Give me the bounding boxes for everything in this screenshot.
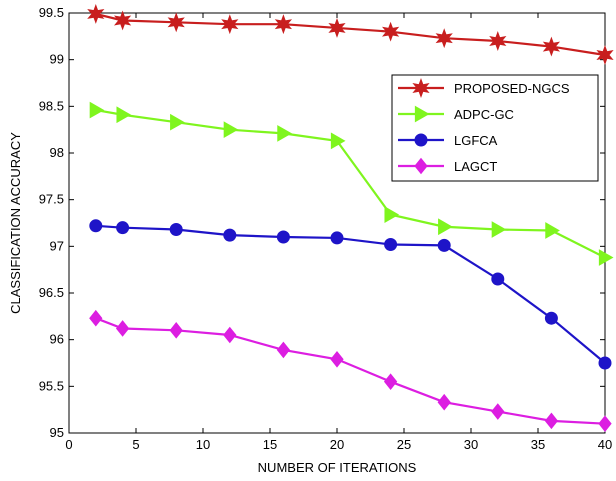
y-axis-label: CLASSIFICATION ACCURACY xyxy=(8,132,23,314)
y-tick-label: 98.5 xyxy=(39,98,64,113)
y-tick-label: 96.5 xyxy=(39,285,64,300)
legend-label: LAGCT xyxy=(454,159,497,174)
data-point-marker xyxy=(435,28,453,49)
legend-marker xyxy=(414,133,428,147)
series-group xyxy=(89,309,612,432)
data-point-marker xyxy=(170,113,185,131)
x-tick-label: 35 xyxy=(531,437,545,452)
data-point-marker xyxy=(491,403,505,420)
series-group xyxy=(89,219,612,370)
data-point-marker xyxy=(544,412,559,430)
data-point-marker xyxy=(116,106,132,124)
data-point-marker xyxy=(167,12,185,33)
data-point-marker xyxy=(330,350,344,368)
data-point-marker xyxy=(87,3,105,24)
legend-label: LGFCA xyxy=(454,133,498,148)
data-point-marker xyxy=(276,230,290,244)
data-point-marker xyxy=(169,223,183,237)
data-point-marker xyxy=(437,238,451,252)
data-point-marker xyxy=(223,326,237,344)
data-point-marker xyxy=(544,311,558,325)
x-tick-label: 10 xyxy=(196,437,210,452)
x-tick-label: 5 xyxy=(132,437,139,452)
y-axis-ticks: 95 95.5 96 96.5 97 97.5 98 98.5 99 99.5 xyxy=(39,5,605,440)
data-point-marker xyxy=(491,221,507,238)
data-point-marker xyxy=(438,218,453,236)
data-point-marker xyxy=(545,222,560,239)
data-point-marker xyxy=(116,221,130,235)
series-group xyxy=(89,101,614,266)
data-point-marker xyxy=(489,31,507,51)
data-point-marker xyxy=(89,309,103,327)
data-point-marker xyxy=(89,219,103,233)
x-tick-label: 25 xyxy=(397,437,411,452)
data-point-marker xyxy=(598,249,614,266)
x-tick-label: 15 xyxy=(263,437,277,452)
x-axis-label: NUMBER OF ITERATIONS xyxy=(258,460,417,475)
data-point-marker xyxy=(381,21,400,42)
data-point-marker xyxy=(274,14,293,35)
x-tick-label: 30 xyxy=(464,437,478,452)
data-point-marker xyxy=(491,272,505,286)
x-tick-label: 20 xyxy=(330,437,344,452)
y-tick-label: 97 xyxy=(50,238,64,253)
data-point-marker xyxy=(330,132,346,150)
x-tick-label: 40 xyxy=(598,437,612,452)
data-point-marker xyxy=(277,125,292,142)
y-tick-label: 98 xyxy=(50,145,64,160)
data-point-marker xyxy=(223,121,239,139)
legend: PROPOSED-NGCS ADPC-GC LGFCA LAGCT xyxy=(391,74,599,182)
data-point-marker xyxy=(596,45,614,65)
data-point-marker xyxy=(542,36,561,57)
data-point-marker xyxy=(221,14,239,35)
data-point-marker xyxy=(383,373,398,390)
data-point-marker xyxy=(169,322,183,339)
series-group xyxy=(87,3,614,65)
legend-label: PROPOSED-NGCS xyxy=(454,81,570,96)
y-tick-label: 95 xyxy=(50,425,64,440)
data-point-marker xyxy=(384,206,400,223)
data-point-marker xyxy=(89,101,105,119)
legend-label: ADPC-GC xyxy=(454,107,514,122)
x-tick-label: 0 xyxy=(65,437,72,452)
data-point-marker xyxy=(113,10,132,31)
legend-marker xyxy=(412,78,430,98)
data-point-marker xyxy=(598,356,612,370)
data-point-marker xyxy=(437,393,451,411)
series-layer xyxy=(87,3,614,432)
legend-box xyxy=(391,74,599,182)
y-tick-label: 99 xyxy=(50,52,64,67)
y-tick-label: 99.5 xyxy=(39,5,64,20)
data-point-marker xyxy=(384,237,398,251)
legend-marker xyxy=(414,157,428,175)
data-point-marker xyxy=(330,231,344,245)
data-point-marker xyxy=(115,320,130,337)
legend-marker xyxy=(414,105,430,123)
data-point-marker xyxy=(223,228,237,242)
y-tick-label: 97.5 xyxy=(39,192,64,207)
data-point-marker xyxy=(328,17,346,38)
x-axis-ticks: 0 5 10 15 20 25 30 35 40 xyxy=(65,13,612,452)
y-tick-label: 95.5 xyxy=(39,378,64,393)
data-point-marker xyxy=(276,341,291,359)
y-tick-label: 96 xyxy=(50,332,64,347)
data-point-marker xyxy=(598,415,612,432)
